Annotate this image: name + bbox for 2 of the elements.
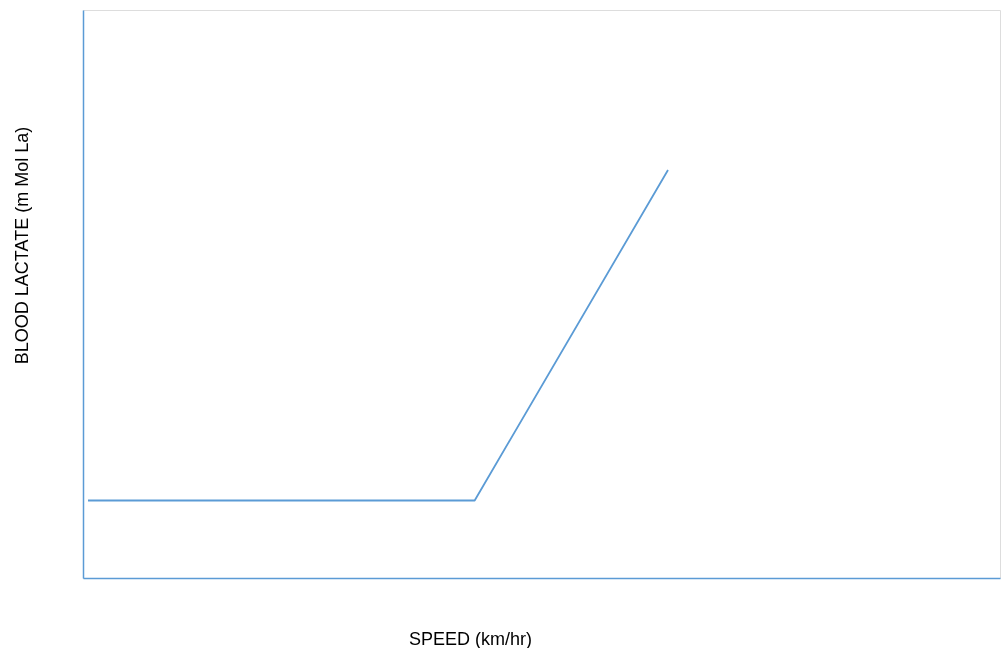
- x-axis-title: SPEED (km/hr): [408, 628, 533, 648]
- y-axis-title: BLOOD LACTATE (m Mol La): [11, 126, 32, 365]
